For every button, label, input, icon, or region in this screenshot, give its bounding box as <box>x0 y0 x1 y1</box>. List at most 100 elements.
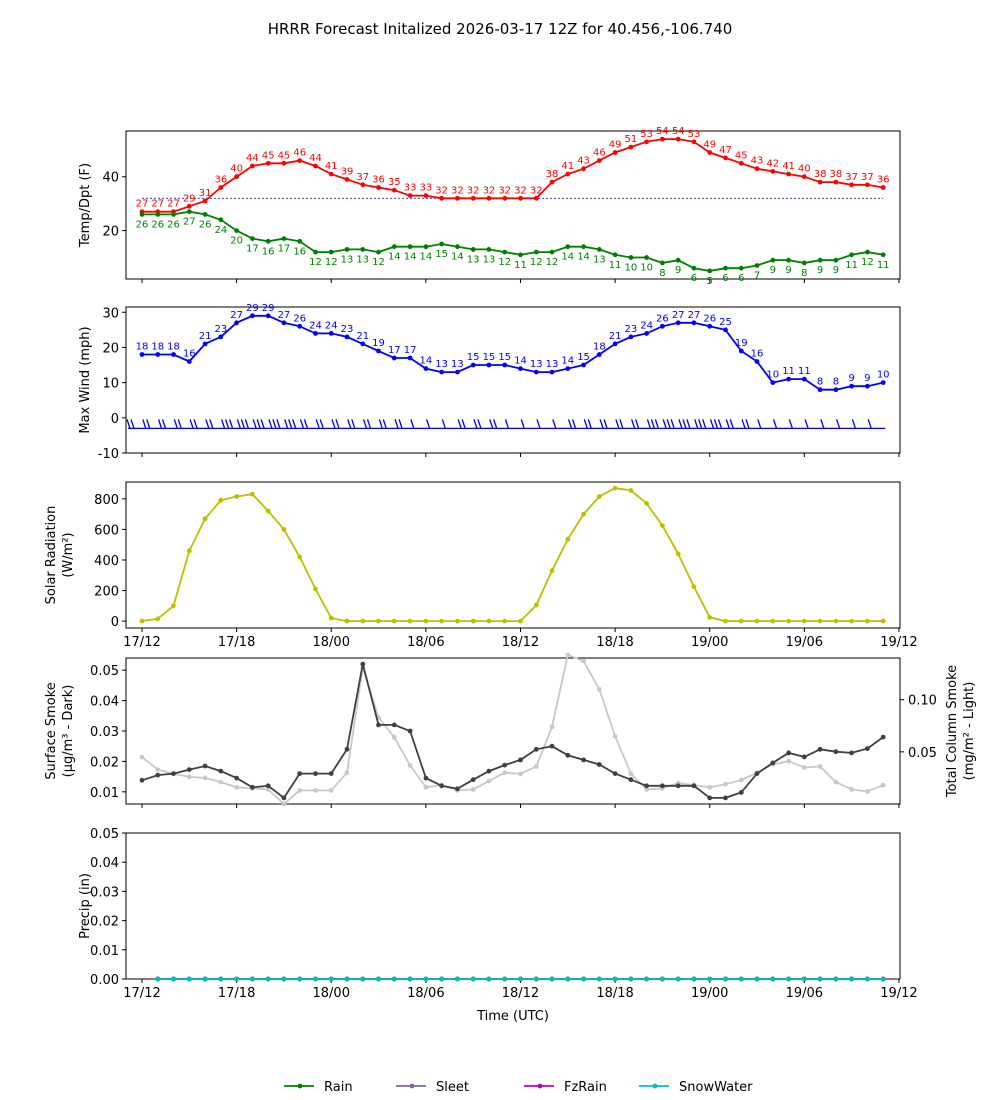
data-point-wind <box>328 331 334 336</box>
x-tick-label-precip: 19/00 <box>691 986 728 1001</box>
wind-barb <box>631 419 649 430</box>
data-label-temp: 45 <box>262 150 275 161</box>
data-label-temp: 32 <box>467 185 480 196</box>
data-point-precip <box>328 976 334 982</box>
data-label-wind: 25 <box>719 317 732 328</box>
data-label-temp: 16 <box>262 246 275 257</box>
data-label-temp: 49 <box>703 140 716 151</box>
data-point-temp <box>849 252 854 258</box>
data-point-smoke <box>754 771 760 776</box>
wind-barb-flag <box>493 419 498 429</box>
data-label-wind: 8 <box>833 377 839 388</box>
data-label-temp: 38 <box>830 169 843 180</box>
legend-label-snowwater: SnowWater <box>679 1080 753 1095</box>
wind-barb-flag <box>351 419 356 429</box>
data-point-smoke <box>407 728 413 734</box>
y-tick-label-smoke: 0.04 <box>90 695 119 710</box>
data-label-temp: 36 <box>214 175 227 186</box>
wind-barb <box>410 419 428 430</box>
wind-barb-flag <box>619 419 624 429</box>
y-tick-label-solar: 0 <box>111 615 119 630</box>
wind-barb <box>646 419 665 430</box>
wind-barb-flag <box>130 419 135 429</box>
data-label-temp: 36 <box>877 175 890 186</box>
wind-barb <box>678 419 696 430</box>
data-label-temp: 9 <box>785 265 791 276</box>
data-point-wind <box>281 320 287 326</box>
data-point-solar <box>565 536 571 542</box>
data-label-wind: 23 <box>625 324 638 335</box>
data-point-temp <box>376 185 381 190</box>
data-point-solar <box>218 497 224 503</box>
data-point-precip <box>518 976 523 982</box>
data-label-temp: 14 <box>577 252 590 263</box>
y-right-tick-label-smoke: 0.10 <box>908 694 937 709</box>
x-tick-label-precip: 18/12 <box>502 986 539 1001</box>
wind-barb <box>725 419 744 430</box>
data-point-wind <box>691 320 697 326</box>
data-point-smoke <box>171 771 176 776</box>
data-label-temp: 10 <box>640 262 653 273</box>
data-point-temp <box>754 166 760 172</box>
data-label-temp: 26 <box>199 219 212 230</box>
data-point-smoke <box>865 789 870 794</box>
data-point-smoke <box>565 752 571 758</box>
wind-barb-flag <box>520 419 525 429</box>
x-tick-label-precip: 18/00 <box>313 986 350 1001</box>
panel-frame-wind <box>125 306 901 454</box>
data-point-precip <box>439 976 444 982</box>
data-point-precip <box>202 976 208 982</box>
data-label-temp: 14 <box>404 252 417 263</box>
x-tick-label-precip: 19/12 <box>880 986 917 1001</box>
data-point-smoke <box>344 770 350 776</box>
data-point-temp <box>738 160 744 166</box>
data-point-smoke <box>833 749 839 755</box>
data-label-temp: 41 <box>561 161 574 172</box>
data-point-wind <box>786 376 791 382</box>
x-tick-label-solar: 19/12 <box>880 635 917 650</box>
wind-barb <box>804 419 823 430</box>
data-point-smoke <box>849 787 854 792</box>
data-label-temp: 32 <box>530 185 543 196</box>
data-point-smoke <box>218 768 224 774</box>
data-point-temp <box>770 257 776 263</box>
data-point-smoke <box>801 754 807 760</box>
data-label-temp: 31 <box>199 188 212 199</box>
wind-barb-flag <box>205 419 210 429</box>
data-point-precip <box>786 976 791 982</box>
wind-barb-flag <box>867 419 872 429</box>
data-point-smoke <box>723 795 728 801</box>
data-point-temp <box>297 238 303 244</box>
data-label-wind: 11 <box>782 366 795 377</box>
data-label-temp: 49 <box>609 140 622 151</box>
y-tick-label-wind: 30 <box>102 306 119 321</box>
data-point-temp <box>265 238 271 244</box>
data-point-temp <box>202 212 208 217</box>
data-point-solar <box>423 618 429 624</box>
data-label-temp: 35 <box>388 177 401 188</box>
data-point-temp <box>533 195 539 201</box>
y-axis-label-wind: Max Wind (mph) <box>78 326 93 433</box>
data-point-precip <box>581 976 586 982</box>
data-point-smoke <box>265 783 271 789</box>
data-point-wind <box>502 362 508 368</box>
data-label-wind: 8 <box>817 377 823 388</box>
data-point-temp <box>675 257 681 263</box>
data-point-smoke <box>518 771 523 777</box>
y-axis-label-smoke: (μg/m³ - Dark) <box>61 685 76 778</box>
wind-barb-flag <box>713 419 719 429</box>
data-point-smoke <box>297 788 303 793</box>
y-tick-label-solar: 600 <box>94 523 119 538</box>
legend-marker-snowwater <box>652 1083 658 1089</box>
data-point-solar <box>817 618 823 624</box>
data-point-smoke <box>660 783 665 789</box>
data-point-smoke <box>265 787 271 792</box>
x-axis-label: Time (UTC) <box>476 1009 549 1024</box>
data-label-temp: 11 <box>845 260 858 271</box>
data-point-smoke <box>344 746 350 752</box>
data-label-temp: 5 <box>707 276 713 287</box>
data-label-wind: 24 <box>309 320 322 331</box>
data-point-smoke <box>155 767 161 772</box>
data-point-temp <box>439 241 444 247</box>
data-point-temp <box>707 150 713 155</box>
